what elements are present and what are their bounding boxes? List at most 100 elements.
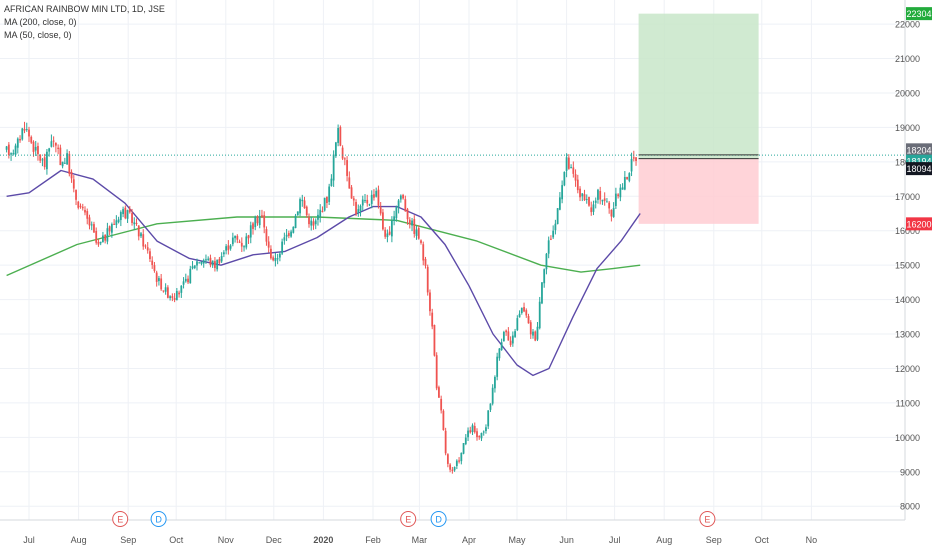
candle-down	[527, 316, 530, 324]
candle-down	[473, 426, 476, 433]
candle-up	[487, 410, 490, 427]
candle-up	[158, 278, 160, 282]
candle-down	[346, 160, 348, 176]
candle-up	[182, 281, 185, 285]
candle-down	[507, 331, 510, 341]
candle-down	[7, 144, 10, 156]
candle-up	[126, 210, 129, 219]
candle-up	[364, 200, 366, 202]
candle-up	[462, 443, 465, 454]
candle-down	[576, 179, 579, 191]
profit-zone	[638, 13, 759, 159]
candle-up	[455, 460, 458, 467]
time-tick-label: Mar	[412, 535, 428, 545]
price-tag-stop	[906, 217, 932, 231]
candle-up	[370, 194, 373, 204]
time-tick-label: May	[508, 535, 526, 545]
candle-down	[308, 217, 310, 225]
symbol-title[interactable]: AFRICAN RAINBOW MIN LTD, 1D, JSE	[4, 4, 165, 14]
candle-up	[245, 236, 248, 248]
ma50-line	[6, 169, 641, 377]
price-tick-label: 14000	[895, 295, 920, 305]
candle-up	[453, 467, 456, 471]
time-axis[interactable]: Jul Aug Sep Oct Nov Dec 2020 Feb Mar Apr May Jun Jul…	[23, 535, 817, 545]
candle-down	[377, 189, 380, 206]
candle-down	[433, 325, 436, 356]
candle-down	[265, 229, 268, 242]
earnings-marker	[400, 511, 417, 527]
candle-up	[229, 245, 232, 249]
candle-up	[220, 256, 223, 262]
candle-down	[505, 330, 508, 333]
candle-down	[431, 312, 434, 327]
price-tick-label: 10000	[895, 433, 920, 443]
candle-down	[603, 198, 606, 201]
candle-down	[108, 226, 111, 232]
time-tick-label: Feb	[365, 535, 381, 545]
candle-up	[332, 154, 335, 181]
candle-down	[252, 223, 254, 229]
candle-down	[440, 398, 443, 411]
candle-up	[606, 201, 608, 203]
candle-up	[357, 209, 360, 213]
candle-up	[222, 252, 225, 255]
candle-down	[79, 205, 82, 207]
ma50-legend[interactable]: MA (50, close, 0)	[4, 30, 72, 40]
candle-down	[227, 245, 230, 251]
candle-up	[193, 265, 196, 268]
time-tick-label: Aug	[71, 535, 87, 545]
candle-up	[225, 246, 228, 251]
candle-down	[635, 157, 637, 161]
candle-down	[162, 290, 165, 292]
ma200-line	[6, 216, 641, 277]
candle-up	[283, 237, 286, 241]
price-tick-label: 8000	[900, 502, 920, 512]
price-axis[interactable]: 8000 9000 10000 11000 12000 13000 14000 15000 16…	[895, 7, 932, 512]
ma200-legend[interactable]: MA (200, close, 0)	[4, 17, 77, 27]
candle-up	[301, 199, 304, 202]
candle-up	[585, 199, 588, 201]
price-tick-label: 17000	[895, 192, 920, 202]
time-tick-label: Sep	[120, 535, 136, 545]
candle-down	[420, 240, 422, 243]
candle-down	[583, 194, 586, 201]
candle-up	[554, 223, 557, 231]
price-tag-text: 22304	[906, 9, 931, 19]
candle-up	[133, 222, 136, 225]
candle-down	[214, 261, 216, 268]
candle-up	[518, 313, 521, 318]
candle-down	[77, 201, 80, 208]
candle-down	[57, 147, 60, 149]
candle-up	[500, 342, 503, 350]
time-tick-label: Aug	[656, 535, 672, 545]
candle-down	[54, 143, 57, 146]
candle-up	[211, 260, 214, 266]
candle-up	[180, 285, 183, 293]
dividend-marker	[430, 511, 447, 527]
candle-up	[386, 233, 389, 238]
candle-up	[5, 146, 8, 150]
candle-down	[187, 278, 189, 283]
long-position-tool[interactable]	[638, 13, 759, 224]
price-tick-label: 15000	[895, 261, 920, 271]
candle-down	[97, 241, 100, 245]
candle-down	[478, 435, 481, 438]
candle-down	[610, 209, 613, 217]
candle-up	[191, 266, 194, 269]
candle-up	[494, 376, 496, 389]
candle-up	[12, 152, 15, 154]
candle-down	[52, 140, 55, 142]
candle-down	[579, 188, 581, 198]
candle-up	[14, 145, 17, 155]
candle-up	[175, 291, 178, 301]
price-tag-text: 16200	[906, 219, 931, 229]
event-letter: E	[704, 515, 710, 525]
candle-up	[330, 178, 333, 186]
candle-down	[550, 238, 552, 240]
candle-down	[408, 219, 411, 225]
candle-down	[305, 206, 308, 216]
candle-down	[352, 198, 355, 201]
candle-up	[498, 348, 501, 359]
candle-up	[196, 261, 198, 266]
